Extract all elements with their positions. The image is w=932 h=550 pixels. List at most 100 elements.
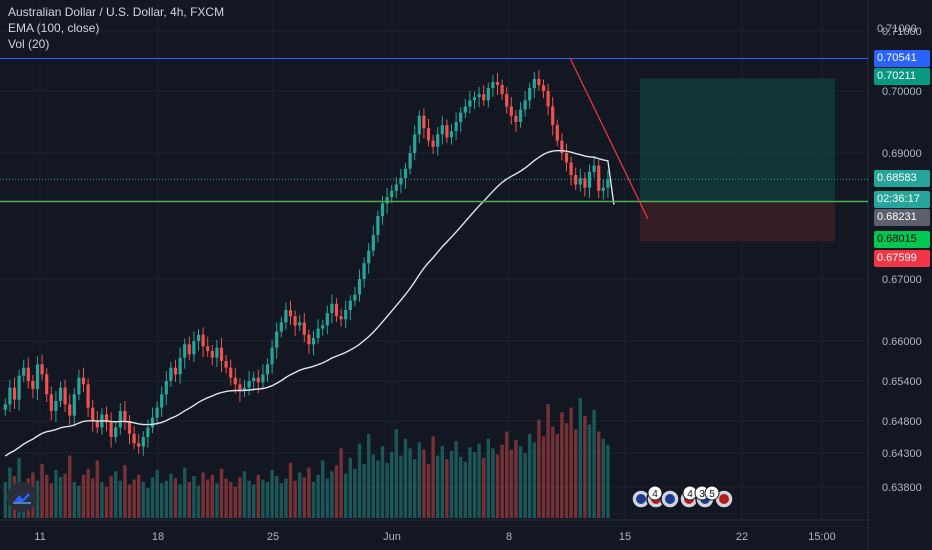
support-line-price-label[interactable]: 0.68015 <box>874 231 930 248</box>
candle-body <box>311 337 316 345</box>
flag-icon <box>719 494 729 504</box>
volume-indicator-label[interactable]: Vol (20) <box>8 37 50 51</box>
candle-body <box>302 322 306 335</box>
volume-bar <box>523 453 527 518</box>
volume-bar <box>178 484 182 518</box>
entry-price-label[interactable]: 0.68231 <box>874 209 930 226</box>
candle-body <box>146 427 150 437</box>
volume-bar <box>357 443 362 518</box>
event-count-label: 5 <box>709 489 715 500</box>
volume-bar <box>224 478 228 518</box>
candle-body <box>279 322 283 332</box>
volume-bar <box>215 483 219 518</box>
volume-bar <box>77 485 81 518</box>
volume-bar <box>597 431 601 518</box>
tradingview-logo-icon[interactable] <box>7 482 37 512</box>
candle-body <box>321 325 325 329</box>
volume-bar <box>505 431 509 518</box>
event-count-badge <box>704 485 720 501</box>
volume-bar <box>532 442 536 518</box>
volume-bar <box>380 446 385 518</box>
event-count-badge <box>647 485 663 501</box>
volume-bar <box>54 470 58 518</box>
candle-body <box>390 190 394 198</box>
candle-body <box>316 328 320 338</box>
candle-body <box>500 85 504 95</box>
volume-bar <box>183 467 187 518</box>
volume-bar <box>403 438 408 518</box>
volume-bar <box>592 410 596 518</box>
trend-line <box>569 57 649 220</box>
volume-bar <box>104 486 109 518</box>
volume-bar <box>376 460 380 518</box>
volume-bar <box>279 483 283 518</box>
volume-bar <box>261 479 265 518</box>
candle-body <box>509 106 513 116</box>
volume-bar <box>339 448 343 518</box>
x-tick-label: 15:00 <box>808 531 836 543</box>
volume-bar <box>528 434 532 518</box>
ema-indicator-label[interactable]: EMA (100, close) <box>8 21 100 35</box>
volume-bar <box>344 473 348 518</box>
volume-bar <box>569 407 573 518</box>
candle-body <box>17 375 21 400</box>
candle-body <box>449 131 454 138</box>
volume-bar <box>196 485 201 518</box>
volume-bar <box>109 476 113 518</box>
y-tick-label: 0.71000 <box>882 26 922 38</box>
candle-body <box>583 178 587 188</box>
candle-body <box>339 316 343 320</box>
volume-bar <box>574 429 578 518</box>
candle-body <box>532 79 536 88</box>
volume-bar <box>127 484 132 518</box>
candle-body <box>77 377 81 395</box>
candle-body <box>380 203 385 216</box>
candle-body <box>155 407 159 418</box>
volume-bar <box>417 442 421 518</box>
volume-bar <box>321 460 325 518</box>
alert-line-price-label[interactable]: 0.70541 <box>874 50 930 67</box>
y-tick-label: 0.64800 <box>882 416 922 428</box>
event-count-label: 3 <box>699 489 705 500</box>
x-tick-label: 18 <box>152 531 164 543</box>
candle-body <box>178 357 182 375</box>
candle-body <box>12 387 17 400</box>
volume-bar <box>3 482 7 518</box>
volume-bar <box>477 443 481 518</box>
candle-body <box>114 427 118 437</box>
candle-body <box>8 387 12 405</box>
candle-body <box>357 279 362 295</box>
volume-bar <box>302 477 306 518</box>
volume-bar <box>491 448 495 518</box>
candle-body <box>54 401 58 411</box>
volume-bar <box>201 472 205 518</box>
volume-bar <box>445 459 449 518</box>
volume-bar <box>164 480 168 518</box>
volume-bar <box>353 468 357 518</box>
volume-bar <box>238 477 242 518</box>
candle-body <box>518 109 523 122</box>
volume-bar <box>560 412 564 518</box>
candle-body <box>224 361 228 368</box>
candle-body <box>422 115 426 129</box>
target-price-label[interactable]: 0.70211 <box>874 68 930 85</box>
volume-bar <box>431 436 435 518</box>
volume-bar <box>242 471 247 518</box>
stop-price-label[interactable]: 0.67599 <box>874 250 930 267</box>
candle-body <box>523 100 527 110</box>
candle-body <box>215 347 219 358</box>
x-tick-label: 11 <box>34 531 45 543</box>
volume-bar <box>472 452 477 518</box>
volume-bar <box>58 477 63 518</box>
candle-body <box>578 178 582 185</box>
volume-bar <box>348 458 352 518</box>
candle-body <box>229 367 233 378</box>
volume-bar <box>150 477 155 518</box>
candle-body <box>187 344 191 355</box>
volume-bar <box>307 467 311 518</box>
volume-bar <box>537 419 541 518</box>
candle-body <box>436 134 440 147</box>
volume-bar <box>555 434 559 518</box>
volume-bar <box>229 482 233 518</box>
